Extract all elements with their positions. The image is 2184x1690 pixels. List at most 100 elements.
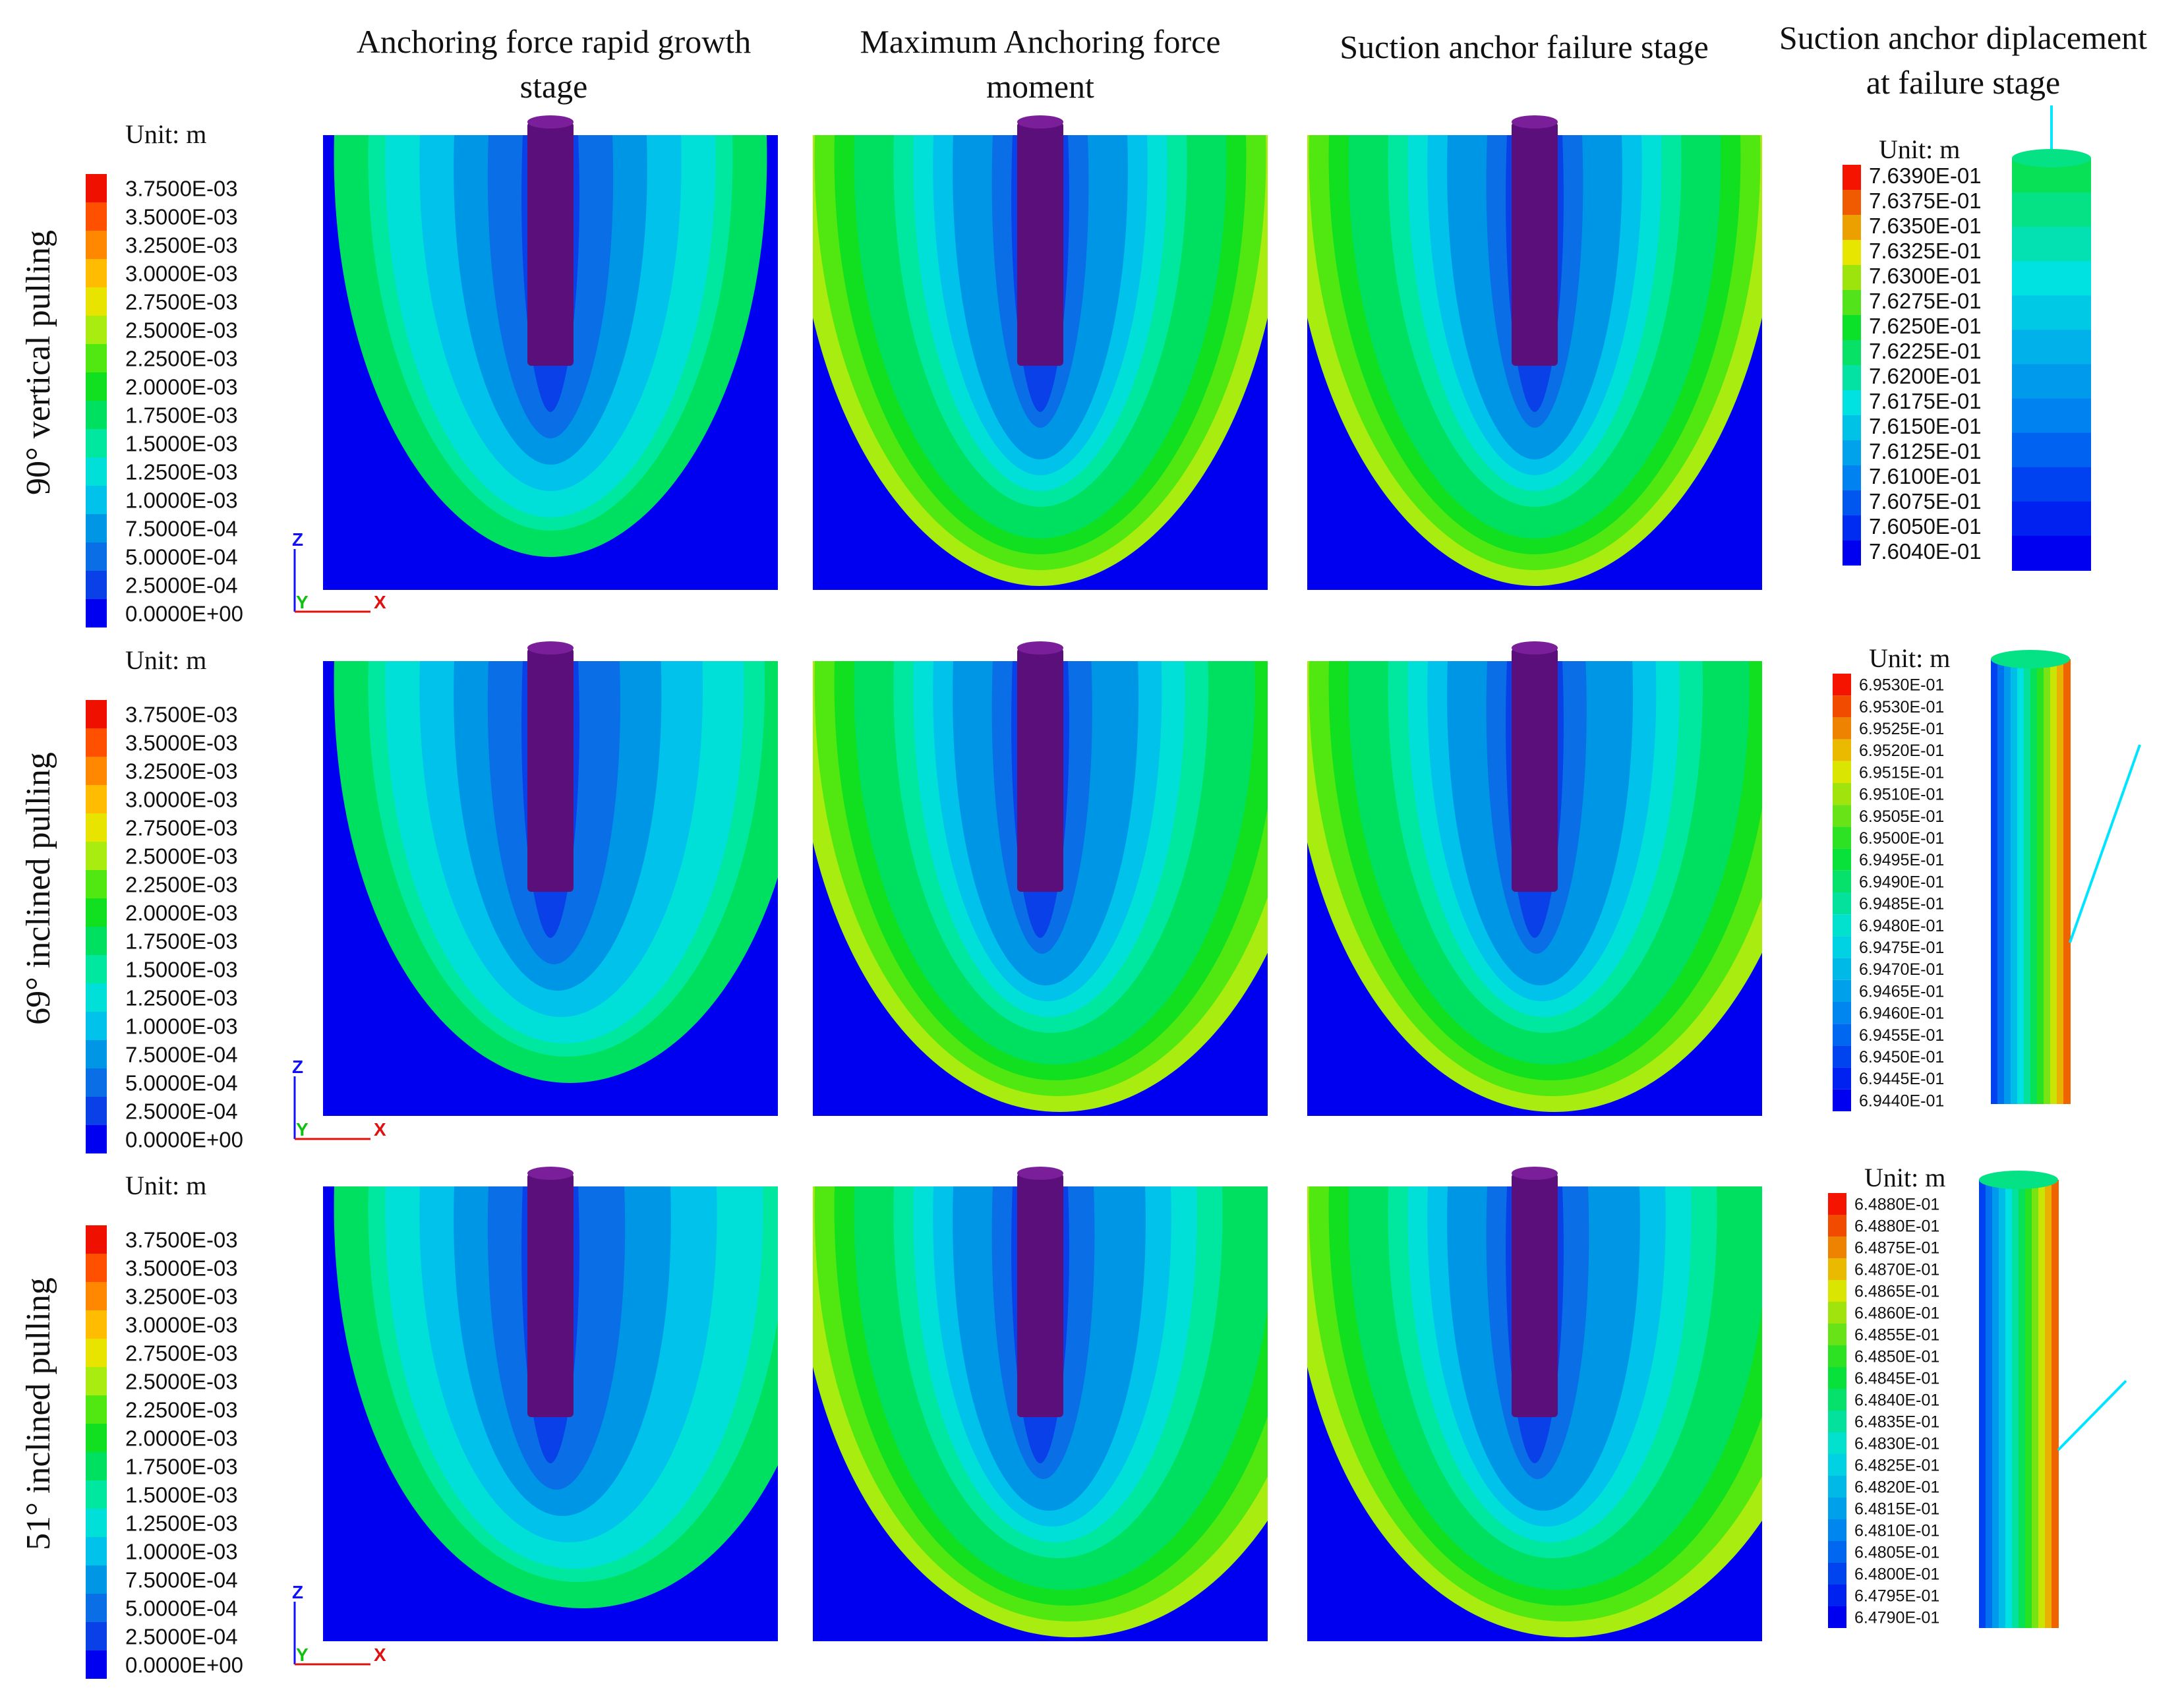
- legend-value: 3.5000E-03: [125, 1256, 238, 1281]
- legend-value: 3.0000E-03: [125, 262, 238, 286]
- legend-value: 0.0000E+00: [125, 1653, 243, 1677]
- legend-swatch: [86, 429, 107, 457]
- legend-swatch: [1828, 1324, 1846, 1345]
- legend-value: 6.4880E-01: [1854, 1217, 1939, 1236]
- legend-value: 1.2500E-03: [125, 1511, 238, 1536]
- cylinder-band: [2012, 535, 2091, 571]
- legend-value: 2.7500E-03: [125, 290, 238, 314]
- suction-anchor: [1017, 1173, 1063, 1417]
- legend-value: 6.9495E-01: [1859, 851, 1944, 869]
- legend-swatch: [86, 542, 107, 571]
- legend-value: 3.2500E-03: [125, 233, 238, 258]
- legend-value: 6.4820E-01: [1854, 1478, 1939, 1497]
- cylinder-band: [1997, 659, 2005, 1104]
- cylinder-band: [2045, 1180, 2052, 1628]
- legend-swatch: [1833, 1067, 1851, 1090]
- contour-panel-1-3: [1307, 115, 1762, 590]
- legend-swatch: [86, 1225, 107, 1254]
- suction-anchor: [527, 648, 574, 892]
- z-axis-label: Z: [292, 1582, 303, 1602]
- legend-swatch: [1828, 1411, 1846, 1432]
- legend-value: 7.6325E-01: [1869, 239, 1982, 263]
- legend-value: 3.7500E-03: [125, 703, 238, 727]
- legend-value: 6.9465E-01: [1859, 982, 1944, 1001]
- legend-value: 3.2500E-03: [125, 759, 238, 784]
- legend-value: 7.6300E-01: [1869, 264, 1982, 288]
- legend-swatch: [1833, 717, 1851, 740]
- legend-swatch: [1833, 805, 1851, 827]
- legend-value: 2.0000E-03: [125, 1426, 238, 1451]
- contour-panel-1-1: [323, 115, 778, 590]
- cylinder-band: [2012, 1180, 2019, 1628]
- legend-value: 7.6375E-01: [1869, 189, 1982, 213]
- legend-value: 1.5000E-03: [125, 1483, 238, 1507]
- cylinder-band: [1999, 1180, 2006, 1628]
- anchor-legend-3: Unit: m 6.4880E-01 6.4880E-01 6.4875E-01 6.4…: [1828, 1163, 1945, 1628]
- legend-swatch: [1833, 958, 1851, 980]
- legend-swatch: [1843, 490, 1861, 515]
- legend-value: 2.7500E-03: [125, 816, 238, 840]
- column-3-title-line1: Suction anchor failure stage: [1340, 28, 1709, 65]
- legend-swatch: [86, 1339, 107, 1367]
- cylinder-band: [2038, 1180, 2046, 1628]
- legend-value: 2.5000E-03: [125, 844, 238, 869]
- suction-anchor: [1512, 1173, 1558, 1417]
- legend-swatch: [1828, 1302, 1846, 1324]
- legend-value: 2.7500E-03: [125, 1341, 238, 1366]
- anchor-cylinder-2: [1991, 650, 2141, 1104]
- legend-value: 7.6390E-01: [1869, 163, 1982, 188]
- legend-value: 7.6200E-01: [1869, 364, 1982, 388]
- row-1-label: 90° vertical pulling: [20, 230, 57, 495]
- axis-triad-2: Z Y X: [292, 1057, 386, 1140]
- legend-value: 6.9500E-01: [1859, 829, 1944, 848]
- legend-swatch: [1828, 1476, 1846, 1498]
- legend-swatch: [1833, 739, 1851, 761]
- column-titles: Anchoring force rapid growth stage Maxim…: [357, 19, 2147, 105]
- suction-anchor-cap: [527, 115, 574, 129]
- z-axis-label: Z: [292, 529, 303, 550]
- cylinder-band: [2012, 467, 2091, 502]
- legend-value: 1.0000E-03: [125, 1014, 238, 1039]
- y-axis-label: Y: [296, 1119, 309, 1140]
- legend-value: 6.9450E-01: [1859, 1048, 1944, 1066]
- suction-anchor-cap: [1512, 1167, 1558, 1180]
- legend-value: 2.5000E-04: [125, 1625, 238, 1649]
- cylinder-band: [2012, 432, 2091, 468]
- cylinder-band: [2050, 659, 2057, 1104]
- legend-swatch: [86, 486, 107, 514]
- legend-swatch: [1843, 415, 1861, 440]
- legend-value: 6.9515E-01: [1859, 763, 1944, 782]
- cylinder-band: [2063, 659, 2071, 1104]
- legend-value: 7.5000E-04: [125, 517, 238, 541]
- cylinder-top: [1991, 650, 2070, 668]
- legend-value: 6.4840E-01: [1854, 1391, 1939, 1410]
- legend-swatch: [86, 1452, 107, 1480]
- legend-value: 3.2500E-03: [125, 1285, 238, 1309]
- suction-anchor-cap: [527, 1167, 574, 1180]
- legend-swatch: [86, 457, 107, 486]
- cylinder-band: [2012, 364, 2091, 399]
- legend-swatch: [1843, 215, 1861, 240]
- legend-swatch: [1833, 892, 1851, 915]
- suction-anchor: [1017, 122, 1063, 366]
- legend-value: 6.4830E-01: [1854, 1435, 1939, 1453]
- legend-value: 7.6275E-01: [1869, 289, 1982, 313]
- legend-swatch: [86, 401, 107, 429]
- legend-value: 6.4870E-01: [1854, 1261, 1939, 1279]
- legend-swatch: [1828, 1541, 1846, 1563]
- anchor-legend-1: Unit: m7.6390E-017.6375E-017.6350E-017.6…: [1843, 134, 1982, 566]
- legend-value: 1.7500E-03: [125, 403, 238, 428]
- suction-anchor-cap: [527, 641, 574, 655]
- legend-swatch: [1833, 936, 1851, 958]
- cylinder-band: [1991, 659, 1998, 1104]
- legend-swatch: [86, 1125, 107, 1153]
- legend-value: 7.6075E-01: [1869, 489, 1982, 513]
- anchor-legend-2: Unit: m 6.9530E-01 6.9530E-01 6.9525E-01 6.9…: [1833, 643, 1950, 1111]
- legend-value: 7.6175E-01: [1869, 389, 1982, 413]
- row-3-label: 51° inclined pulling: [20, 1277, 57, 1550]
- anchor-cylinder-1: [2012, 105, 2091, 571]
- cylinder-band: [2057, 659, 2064, 1104]
- legend-swatch: [1828, 1432, 1846, 1454]
- suction-anchor-cap: [1512, 115, 1558, 129]
- legend-swatch: [1828, 1454, 1846, 1476]
